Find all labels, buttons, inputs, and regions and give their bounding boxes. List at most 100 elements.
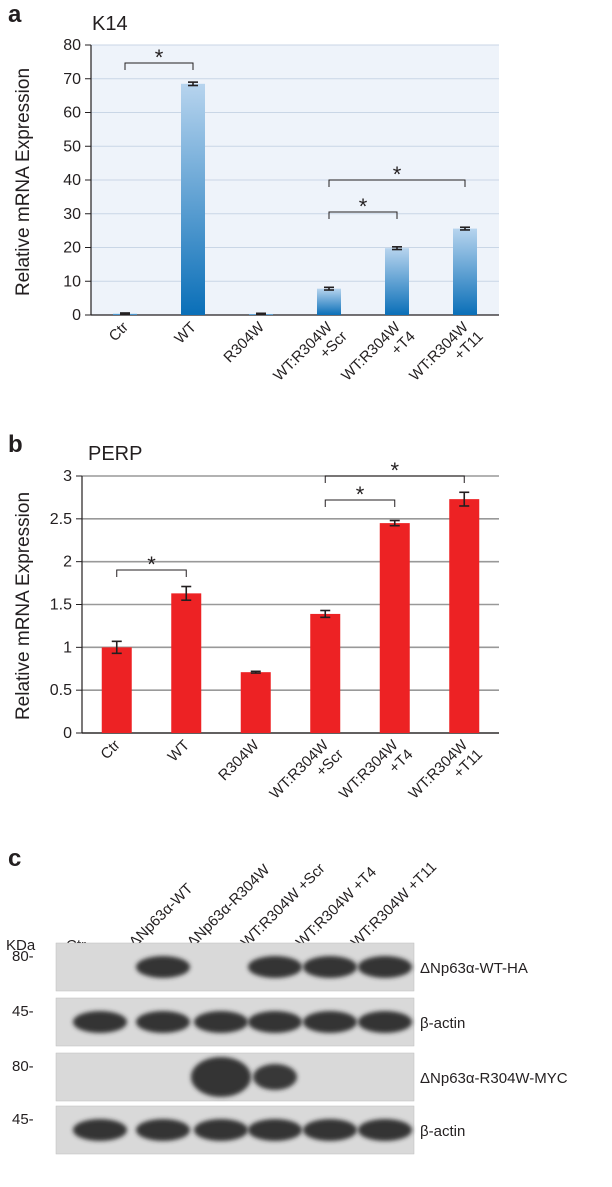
x-tick-label: WT:R304W+Scr xyxy=(270,316,350,396)
band-label: β-actin xyxy=(420,1015,465,1032)
blot-band xyxy=(248,1119,302,1141)
y-tick-label: 40 xyxy=(63,172,81,189)
y-tick-label: 60 xyxy=(63,105,81,122)
x-tick-label: Ctr xyxy=(106,319,132,345)
blot-row: 45- β-actin xyxy=(12,1105,465,1155)
x-tick-label: WT:R304W+T11 xyxy=(406,316,486,396)
blot-row: 45- β-actin xyxy=(12,997,465,1047)
error-bar xyxy=(324,286,334,291)
y-tick-label: 2.5 xyxy=(50,511,72,528)
blot-band xyxy=(136,1119,190,1141)
y-tick-label: 0.5 xyxy=(50,682,72,699)
significance-bracket: * xyxy=(324,458,465,483)
blot-band xyxy=(136,1011,190,1033)
significance-star: * xyxy=(155,45,164,70)
blot-band xyxy=(253,1064,297,1090)
blot-band xyxy=(248,1011,302,1033)
significance-star: * xyxy=(356,482,365,507)
band-label: β-actin xyxy=(420,1123,465,1140)
blot-band xyxy=(194,1011,248,1033)
blot-band xyxy=(248,956,302,978)
bar-wt xyxy=(171,593,202,733)
x-tick-label: WT xyxy=(171,319,200,348)
error-bar xyxy=(459,491,470,507)
kda-marker: 80- xyxy=(12,1058,34,1075)
blot-row: 80- ΔNp63α-R304W-MYC xyxy=(12,1052,568,1102)
significance-bracket: * xyxy=(124,45,194,70)
y-tick-label: 3 xyxy=(63,468,72,485)
bar-wt-r304w-t11 xyxy=(453,228,477,315)
blot-band xyxy=(303,956,357,978)
y-tick-label: 20 xyxy=(63,240,81,257)
bar-wt-r304w-scr xyxy=(310,613,341,733)
blot-band xyxy=(303,1011,357,1033)
blot-band xyxy=(358,1011,412,1033)
bar-wt-r304w-t4 xyxy=(385,248,409,315)
chart-title: K14 xyxy=(92,13,128,35)
blot-band xyxy=(191,1057,251,1097)
y-tick-label: 10 xyxy=(63,273,81,290)
kda-label: KDa xyxy=(6,937,36,954)
blot-band xyxy=(358,1119,412,1141)
y-tick-label: 0 xyxy=(63,725,72,742)
error-bar xyxy=(250,670,261,674)
bar-ctr xyxy=(101,647,132,733)
x-tick-label: WT xyxy=(165,737,194,766)
panel-letter-c: c xyxy=(8,845,21,872)
chart-k14: K14 Relative mRNA Expression 0 10 20 30 40 50… xyxy=(13,13,499,396)
band-label: ΔNp63α-WT-HA xyxy=(420,960,528,977)
y-tick-label: 2 xyxy=(63,554,72,571)
significance-star: * xyxy=(393,162,402,187)
error-bar xyxy=(120,312,130,316)
x-tick-label: WT:R304W+T4 xyxy=(338,316,418,396)
blot-band xyxy=(73,1119,127,1141)
bar-wt-r304w-t4 xyxy=(379,523,410,733)
x-tick-label: WT:R304W+T11 xyxy=(405,734,485,814)
x-tick-label: R304W xyxy=(220,318,268,366)
y-axis-label: Relative mRNA Expression xyxy=(13,68,34,296)
blot-row: 80- ΔNp63α-WT-HA xyxy=(12,942,528,992)
blot-band xyxy=(73,1011,127,1033)
blot-band xyxy=(194,1119,248,1141)
error-bar xyxy=(320,609,331,619)
significance-star: * xyxy=(390,458,399,483)
kda-marker: 45- xyxy=(12,1111,34,1128)
significance-bracket: * xyxy=(328,162,466,187)
blot-band xyxy=(136,956,190,978)
y-tick-label: 80 xyxy=(63,37,81,54)
x-tick-label: WT:R304W+Scr xyxy=(266,734,346,814)
bar-r304w xyxy=(240,672,271,733)
band-label: ΔNp63α-R304W-MYC xyxy=(420,1070,568,1087)
significance-star: * xyxy=(359,194,368,219)
bar-wt-r304w-scr xyxy=(317,288,341,315)
error-bar xyxy=(392,246,402,251)
x-tick-label: Ctr xyxy=(97,737,123,763)
significance-bracket: * xyxy=(116,552,187,577)
error-bar xyxy=(256,312,266,316)
bar-wt-r304w-t11 xyxy=(449,499,480,733)
x-tick-label: R304W xyxy=(215,736,263,784)
chart-perp: PERP Relative mRNA Expression 0 0.5 1 1.5 2 2… xyxy=(13,443,499,814)
y-tick-label: 0 xyxy=(72,307,81,324)
y-tick-label: 50 xyxy=(63,138,81,155)
panel-letter-b: b xyxy=(8,431,23,458)
significance-star: * xyxy=(147,552,156,577)
blot-band xyxy=(303,1119,357,1141)
error-bar xyxy=(111,640,122,655)
kda-marker: 45- xyxy=(12,1003,34,1020)
y-axis-label: Relative mRNA Expression xyxy=(13,492,34,720)
kda-marker: 80- xyxy=(12,948,34,965)
blot-band xyxy=(358,956,412,978)
panel-letter-a: a xyxy=(8,1,22,28)
significance-bracket: * xyxy=(328,194,398,219)
significance-bracket: * xyxy=(324,482,396,507)
error-bar xyxy=(181,585,192,602)
y-tick-label: 1 xyxy=(63,639,72,656)
error-bar xyxy=(460,226,470,231)
error-bar xyxy=(389,519,400,527)
bar-wt xyxy=(181,83,205,315)
x-tick-label: WT:R304W+T4 xyxy=(336,734,416,814)
y-tick-label: 1.5 xyxy=(50,597,72,614)
